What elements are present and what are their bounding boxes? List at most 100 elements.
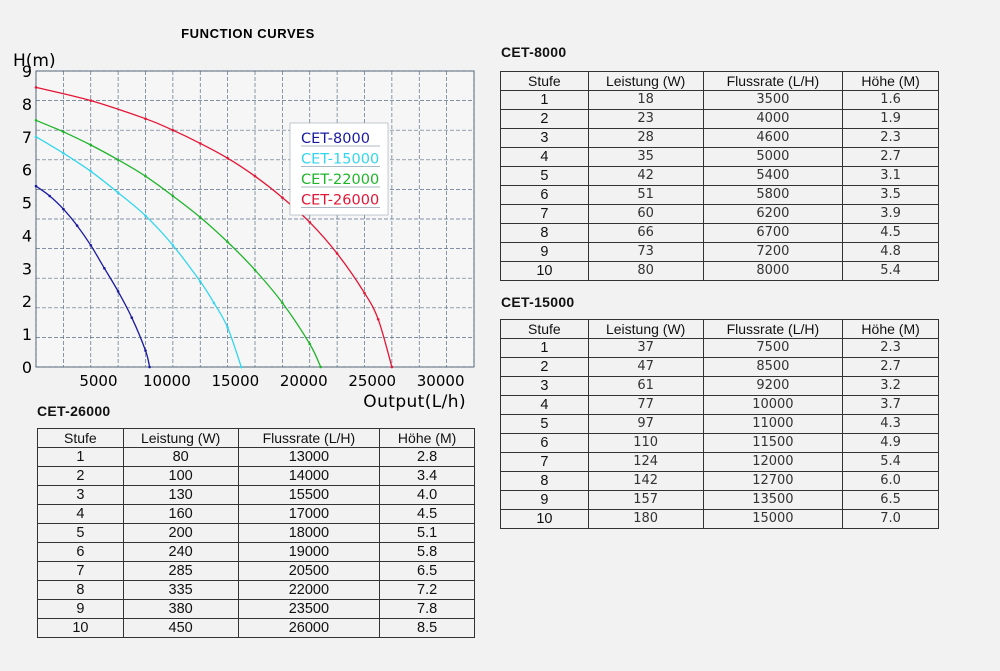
table-cell: 9: [37, 599, 124, 619]
table-cell: 10: [500, 261, 589, 281]
table-cell: 4.8: [842, 242, 939, 262]
table-cell: 28: [587, 128, 704, 148]
table-cell: 8: [500, 223, 589, 243]
table-cell: 61: [587, 376, 704, 396]
column-header: Stufe: [500, 71, 589, 91]
table-cell: 37: [587, 338, 704, 358]
table-row: 10 180 15000 7.0: [500, 509, 939, 529]
column-header: Höhe (M): [842, 71, 939, 91]
legend-entry-cet-26000: CET-26000: [301, 193, 379, 209]
table-cell: 7.2: [379, 580, 475, 600]
curve-point-cet-8000: [130, 316, 134, 320]
plot-border: [35, 70, 475, 368]
table-cell: 5.4: [842, 452, 939, 472]
spec-table-cet-26000: Stufe Leistung (W) Flussrate (L/H) Höhe (M)…: [37, 428, 475, 638]
x-tick-labels: 5000 10000 15000 20000 25000 30000: [79, 372, 464, 390]
table-cell: 6: [37, 542, 124, 562]
table-row: 2 47 8500 2.7: [500, 357, 939, 377]
curve-point-cet-15000: [212, 301, 216, 305]
table-cell: 3: [500, 376, 589, 396]
table-cell: 8000: [702, 261, 844, 281]
y-tick-label: 8: [22, 95, 32, 114]
table-cell: 15000: [702, 509, 844, 529]
table-cell: 4: [37, 504, 124, 524]
table-row: 1 37 7500 2.3: [500, 338, 939, 358]
table-cell: 77: [587, 395, 704, 415]
curve-point-cet-26000: [89, 99, 93, 102]
table-cell: 5800: [702, 185, 844, 205]
table-cell: 4600: [702, 128, 844, 148]
legend-box: [289, 122, 389, 216]
table-row: 9 157 13500 6.5: [500, 490, 939, 510]
chart-title: FUNCTION CURVES: [181, 26, 315, 41]
table-header-row: Stufe Leistung (W) Flussrate (L/H) Höhe (M): [500, 319, 939, 339]
x-tick-label: 25000: [348, 372, 396, 390]
curve-point-cet-22000: [253, 268, 257, 272]
table-cell: 3.2: [842, 376, 939, 396]
table-cell: 7500: [702, 338, 844, 358]
curve-point-cet-8000: [62, 207, 65, 211]
y-tick-label: 9: [22, 62, 32, 81]
table-row: 2 100 14000 3.4: [37, 466, 475, 486]
chart-legend: CET-8000 CET-15000 CET-22000 CET-26000: [289, 122, 389, 216]
table-cell: 42: [587, 166, 704, 186]
table-cell: 17000: [237, 504, 381, 524]
table-cell: 8.5: [379, 618, 475, 638]
table-cell: 2.7: [842, 357, 939, 377]
table-cell: 240: [122, 542, 239, 562]
table-cell: 4.5: [379, 504, 475, 524]
table-cell: 12000: [702, 452, 844, 472]
curve-point-cet-22000: [281, 301, 284, 305]
table-cell: 11500: [702, 433, 844, 453]
table-cell: 6.0: [842, 471, 939, 491]
table-row: 6 51 5800 3.5: [500, 185, 939, 205]
column-header: Höhe (M): [842, 319, 939, 339]
table-cell: 6: [500, 433, 589, 453]
table-cell: 20500: [237, 561, 381, 581]
table-cell: 8: [37, 580, 124, 600]
table-cell: 7.0: [842, 509, 939, 529]
curve-point-cet-22000: [319, 365, 323, 369]
curve-point-cet-26000: [335, 252, 339, 255]
table-cell: 22000: [237, 580, 381, 600]
curve-point-cet-15000: [226, 326, 229, 329]
table-cell: 66: [587, 223, 704, 243]
legend-entry-cet-22000: CET-22000: [301, 172, 379, 188]
table-cell: 4.3: [842, 414, 939, 434]
column-header: Leistung (W): [587, 71, 704, 91]
curve-point-cet-22000: [62, 130, 65, 134]
legend-entry-cet-15000: CET-15000: [301, 152, 379, 168]
table-cell: 1.9: [842, 109, 939, 129]
table-cell: 180: [587, 509, 704, 529]
table-cell: 380: [122, 599, 239, 619]
chart-grid: [35, 70, 475, 368]
table-row: 4 160 17000 4.5: [37, 504, 475, 524]
table-cell: 2.7: [842, 147, 939, 167]
table-cell: 15500: [237, 485, 381, 505]
column-header: Stufe: [37, 428, 124, 448]
curve-point-cet-8000: [34, 184, 38, 188]
table-cell: 47: [587, 357, 704, 377]
table-cell: 12700: [702, 471, 844, 491]
table-cell: 26000: [237, 618, 381, 638]
y-tick-label: 4: [22, 226, 32, 245]
table-cell: 73: [587, 242, 704, 262]
table-cell: 9200: [702, 376, 844, 396]
table-cell: 4: [500, 147, 589, 167]
table-row: 3 28 4600 2.3: [500, 128, 939, 148]
table-cell: 1: [500, 338, 589, 358]
table-cell: 2.3: [842, 128, 939, 148]
table-cell: 7: [500, 204, 589, 224]
y-tick-label: 6: [22, 161, 32, 180]
table-cell: 3: [500, 128, 589, 148]
curve-point-cet-22000: [144, 174, 147, 178]
x-tick-label: 10000: [143, 372, 191, 390]
y-tick-label: 3: [22, 259, 32, 278]
table-row: 10 450 26000 8.5: [37, 618, 475, 638]
y-tick-label: 7: [22, 128, 32, 147]
table-cell: 10: [37, 618, 124, 638]
table-cell: 124: [587, 452, 704, 472]
table-cell: 3.9: [842, 204, 939, 224]
table-cell: 11000: [702, 414, 844, 434]
table-cell: 35: [587, 147, 704, 167]
